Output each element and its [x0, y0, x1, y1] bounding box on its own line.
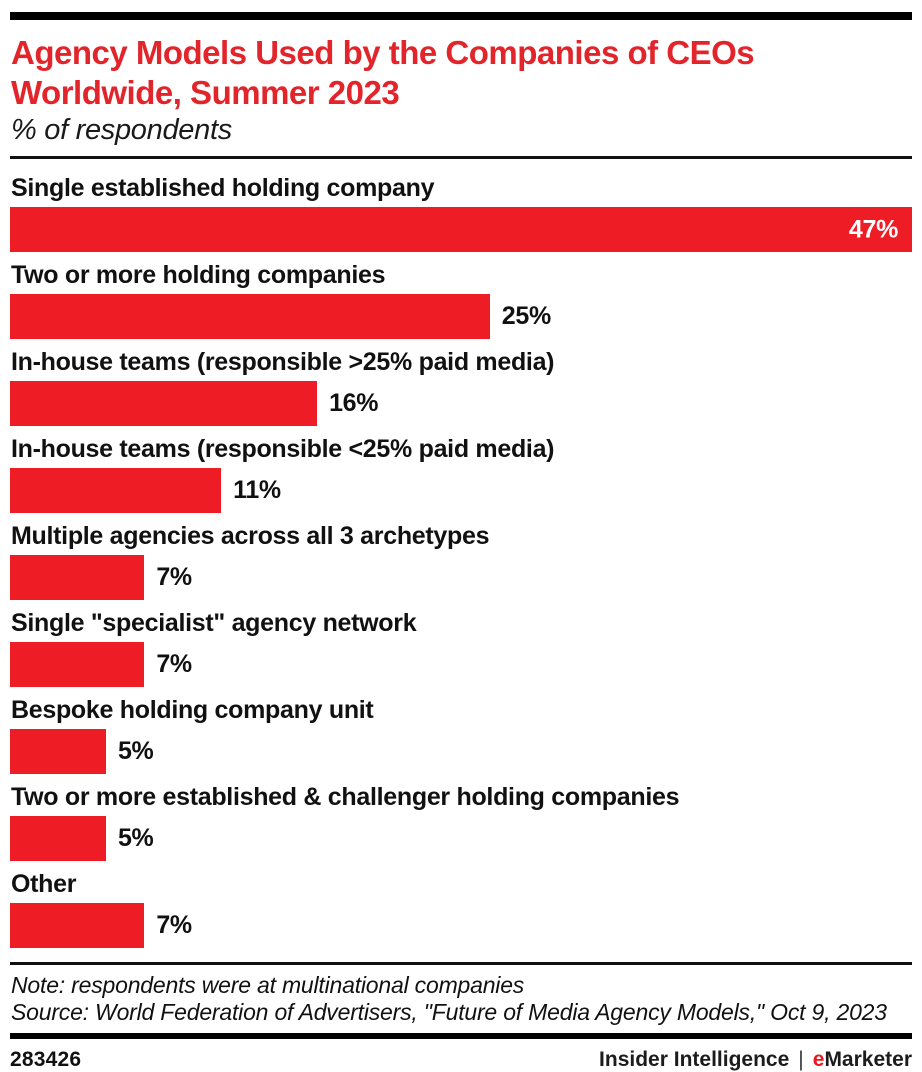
- bar: [10, 903, 145, 949]
- insider-intelligence-logo: Insider Intelligence: [599, 1048, 790, 1072]
- chart-row: Single established holding company 47%: [10, 174, 912, 253]
- bar: [10, 468, 222, 514]
- bar-track: 5%: [10, 729, 912, 775]
- bar: [10, 729, 106, 775]
- chart-row: In-house teams (responsible >25% paid me…: [10, 348, 912, 427]
- header-divider: [10, 156, 912, 160]
- chart-source: Source: World Federation of Advertisers,…: [11, 999, 887, 1026]
- chart-id: 283426: [10, 1048, 82, 1072]
- footnote-divider: [10, 962, 912, 966]
- bar-value-label: 47%: [848, 215, 898, 244]
- bar-category-label: Other: [11, 870, 77, 899]
- bar-category-label: In-house teams (responsible >25% paid me…: [11, 348, 555, 377]
- chart-row: Two or more holding companies 25%: [10, 261, 912, 340]
- bar-category-label: Bespoke holding company unit: [11, 696, 374, 725]
- bar-track: 7%: [10, 555, 912, 601]
- bar-value-label: 7%: [156, 911, 192, 940]
- bar-value-label: 7%: [156, 563, 192, 592]
- bar-track: 7%: [10, 903, 912, 949]
- bar-track: 25%: [10, 294, 912, 340]
- bar: [10, 294, 490, 340]
- bar-track: 7%: [10, 642, 912, 688]
- chart-note: Note: respondents were at multinational …: [11, 972, 525, 999]
- bar-track: 16%: [10, 381, 912, 427]
- bar: [10, 816, 106, 862]
- emarketer-logo-rest: Marketer: [824, 1048, 912, 1072]
- bar: [10, 642, 145, 688]
- footer-bar: 283426 Insider Intelligence | eMarketer: [10, 1048, 912, 1072]
- chart-row: Multiple agencies across all 3 archetype…: [10, 522, 912, 601]
- chart-row: Other 7%: [10, 870, 912, 949]
- emarketer-logo-e: e: [812, 1048, 825, 1072]
- bar: 47%: [10, 207, 912, 253]
- brand-divider-bar: |: [798, 1048, 804, 1072]
- bar-track: 47%: [10, 207, 912, 253]
- bar-category-label: Single established holding company: [11, 174, 435, 203]
- bar: [10, 555, 145, 601]
- bar-category-label: Multiple agencies across all 3 archetype…: [11, 522, 490, 551]
- bar-value-label: 11%: [233, 476, 281, 505]
- bar-category-label: In-house teams (responsible <25% paid me…: [11, 435, 555, 464]
- chart-title: Agency Models Used by the Companies of C…: [11, 34, 755, 111]
- bar-value-label: 16%: [329, 389, 379, 418]
- bar-track: 11%: [10, 468, 912, 514]
- chart-subtitle: % of respondents: [11, 114, 232, 147]
- bar-value-label: 5%: [117, 737, 154, 766]
- bar-value-label: 7%: [156, 650, 192, 679]
- bar-value-label: 25%: [501, 302, 551, 331]
- top-rule: [10, 12, 912, 20]
- footer-divider: [10, 1033, 912, 1040]
- chart-row: In-house teams (responsible <25% paid me…: [10, 435, 912, 514]
- chart-row: Single "specialist" agency network 7%: [10, 609, 912, 688]
- bar-category-label: Two or more established & challenger hol…: [11, 783, 680, 812]
- bar: [10, 381, 318, 427]
- chart-row: Bespoke holding company unit 5%: [10, 696, 912, 775]
- emarketer-logo: eMarketer: [813, 1048, 912, 1071]
- chart-row: Two or more established & challenger hol…: [10, 783, 912, 862]
- bar-category-label: Two or more holding companies: [11, 261, 386, 290]
- bar-value-label: 5%: [117, 824, 154, 853]
- bar-chart: Single established holding company 47% Two…: [10, 174, 912, 949]
- bar-track: 5%: [10, 816, 912, 862]
- bar-category-label: Single "specialist" agency network: [11, 609, 417, 638]
- brand-logos: Insider Intelligence | eMarketer: [599, 1048, 912, 1072]
